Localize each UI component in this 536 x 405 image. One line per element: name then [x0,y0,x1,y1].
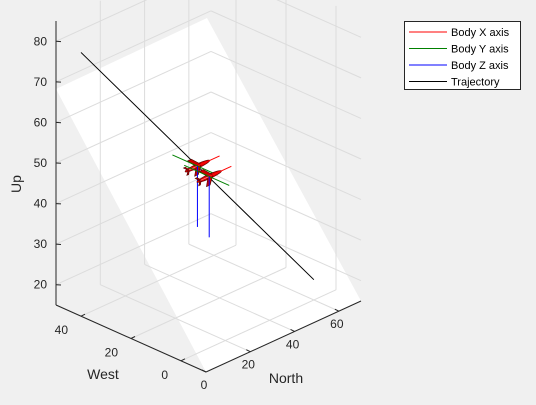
z-tick-label: 80 [34,34,48,48]
y-tick-label: 20 [105,346,119,360]
legend-item[interactable]: Trajectory [409,77,500,89]
x-tick-label: 40 [286,337,300,351]
aircraft [172,154,220,227]
legend-item[interactable]: Body Y axis [409,44,509,56]
legend[interactable]: Body X axis Body Y axis Body Z axis Traject… [404,21,521,90]
aircraft [184,164,232,238]
x-axis-label: North [269,370,303,386]
x-tick-label: 60 [330,317,344,331]
legend-item[interactable]: Body Z axis [409,60,509,72]
tick-marks [55,40,340,373]
z-tick-label: 50 [34,156,48,170]
legend-label: Body X axis [451,27,510,39]
body-y-axis-line [184,164,230,186]
body-y-axis-line [172,154,218,176]
legend-label: Body Y axis [451,44,509,56]
z-tick-label: 30 [34,237,48,251]
body-x-axis-line [197,155,220,167]
tick-labels: 20 30 40 50 60 70 80 0 20 40 0 20 40 60 [34,34,344,392]
x-tick-label: 20 [242,358,256,372]
x-tick-label: 0 [201,378,208,392]
legend-box [404,21,521,90]
legend-item[interactable]: Body X axis [409,27,510,39]
axes-3d[interactable]: 20 30 40 50 60 70 80 0 20 40 0 20 40 60 Up West North [8,0,362,392]
z-tick-label: 40 [34,197,48,211]
body-x-axis-line [209,165,232,177]
z-axis-label: Up [8,175,24,193]
z-tick-label: 20 [34,278,48,292]
y-axis-label: West [87,366,119,382]
y-tick-label: 0 [161,368,168,382]
y-tick-label: 40 [55,323,69,337]
z-tick-label: 70 [34,75,48,89]
legend-label: Body Z axis [451,60,509,72]
legend-label: Trajectory [451,77,500,89]
z-tick-label: 60 [34,115,48,129]
aircraft-layer [172,154,232,238]
